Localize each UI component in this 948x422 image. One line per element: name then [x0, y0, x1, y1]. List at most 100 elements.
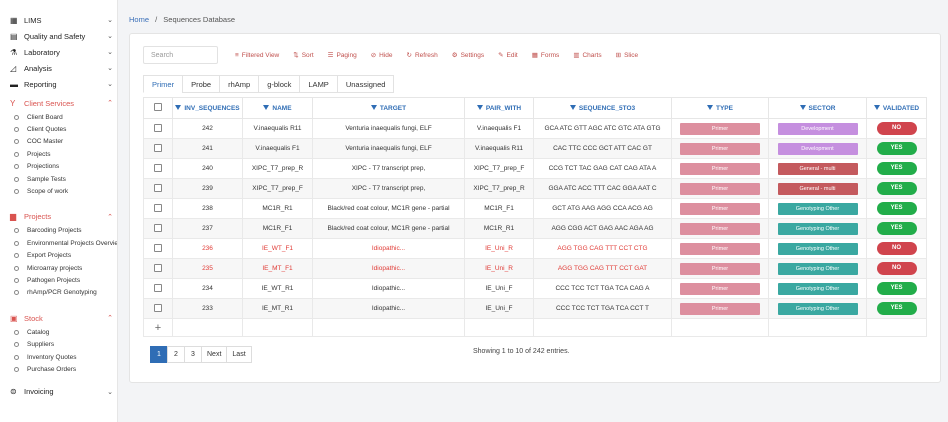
- sidebar-item-suppliers[interactable]: Suppliers: [0, 338, 117, 350]
- row-checkbox[interactable]: [154, 263, 162, 272]
- row-checkbox[interactable]: [154, 203, 162, 212]
- sidebar-item-microarray-projects[interactable]: Microarray projects: [0, 262, 117, 274]
- cell-sector: Development: [768, 118, 867, 139]
- row-select-cell: [143, 298, 173, 319]
- sidebar-group-laboratory[interactable]: ⚗ Laboratory ⌄: [0, 44, 117, 60]
- slice-button[interactable]: ⊞ Slice: [616, 51, 639, 60]
- next-page-button[interactable]: Next: [201, 346, 227, 363]
- sidebar-item-coc-master[interactable]: COC Master: [0, 136, 117, 148]
- add-row-icon[interactable]: +: [154, 321, 162, 334]
- sidebar-item-projections[interactable]: Projections: [0, 161, 117, 173]
- sidebar-group-lims[interactable]: ▦ LIMS ⌄: [0, 12, 117, 28]
- page-2-button[interactable]: 2: [167, 346, 184, 363]
- sidebar-item-catalog[interactable]: Catalog: [0, 326, 117, 338]
- tab-g-block[interactable]: g-block: [258, 75, 300, 93]
- filtered-view-button[interactable]: ≡ Filtered View: [235, 52, 279, 59]
- filter-icon[interactable]: [873, 105, 880, 111]
- sidebar-item-barcoding-projects[interactable]: Barcoding Projects: [0, 225, 117, 237]
- last-page-button[interactable]: Last: [226, 346, 252, 363]
- tab-lamp[interactable]: LAMP: [299, 75, 337, 93]
- tab-unassigned[interactable]: Unassigned: [336, 75, 395, 93]
- column-header-target[interactable]: TARGET: [312, 97, 465, 119]
- row-checkbox[interactable]: [154, 303, 162, 312]
- paging-button[interactable]: ☰ Paging: [327, 51, 357, 60]
- sort-label: Sort: [301, 51, 314, 59]
- sidebar-item-inventory-quotes[interactable]: Inventory Quotes: [0, 351, 117, 363]
- select-all-checkbox[interactable]: [154, 103, 162, 111]
- table-row[interactable]: 239 XIPC_T7_prep_F XIPC - T7 transcript pr…: [143, 178, 927, 199]
- column-header-type[interactable]: TYPE: [671, 97, 769, 119]
- charts-button[interactable]: ▥ Charts: [573, 51, 601, 60]
- tab-probe[interactable]: Probe: [182, 75, 220, 93]
- column-header-sequence-5to3[interactable]: SEQUENCE_5TO3: [533, 97, 672, 119]
- table-row[interactable]: 235 IE_MT_F1 Idiopathic... IE_Uni_R AGG TGG …: [143, 258, 927, 279]
- edit-button[interactable]: ✎ Edit: [498, 51, 518, 60]
- validated-badge: NO: [876, 262, 917, 275]
- filter-icon[interactable]: [799, 105, 806, 111]
- row-checkbox[interactable]: [154, 143, 162, 152]
- table-row[interactable]: 242 V.inaequalis R11 Venturia inaequalis f…: [143, 118, 927, 139]
- tab-rhamp[interactable]: rhAmp: [219, 75, 259, 93]
- row-checkbox[interactable]: [154, 183, 162, 192]
- filter-icon[interactable]: [476, 105, 483, 111]
- refresh-button[interactable]: ↻ Refresh: [407, 51, 438, 60]
- sort-button[interactable]: ⇅ Sort: [293, 51, 314, 60]
- sidebar-item-purchase-orders[interactable]: Purchase Orders: [0, 363, 117, 375]
- sidebar-group-projects[interactable]: ▆ Projects ⌃: [0, 209, 117, 225]
- sidebar-item-sample-tests[interactable]: Sample Tests: [0, 173, 117, 185]
- table-row[interactable]: 233 IE_MT_R1 Idiopathic... IE_Uni_F CCC TCC …: [143, 298, 927, 319]
- filter-icon[interactable]: [175, 105, 182, 111]
- filter-icon[interactable]: [707, 105, 713, 111]
- tab-primer[interactable]: Primer: [143, 75, 183, 93]
- sidebar-item-environmental-projects-overview[interactable]: Environmental Projects Overview: [0, 237, 117, 249]
- sidebar-group-client-services[interactable]: Y Client Services ⌃: [0, 95, 117, 111]
- forms-button[interactable]: ▦ Forms: [532, 51, 560, 60]
- sidebar-item-projects[interactable]: Projects: [0, 148, 117, 160]
- sidebar-item-export-projects[interactable]: Export Projects: [0, 250, 117, 262]
- filter-icon[interactable]: [370, 105, 377, 111]
- column-header-sector[interactable]: SECTOR: [768, 97, 867, 119]
- search-input[interactable]: Search: [143, 46, 218, 64]
- sidebar-item-rhamp-pcr-genotyping[interactable]: rhAmp/PCR Genotyping: [0, 287, 117, 299]
- table-row[interactable]: 241 V.inaequalis F1 Venturia inaequalis fu…: [143, 138, 927, 159]
- page-3-button[interactable]: 3: [184, 346, 201, 363]
- sidebar-item-client-board[interactable]: Client Board: [0, 111, 117, 123]
- page-1-button[interactable]: 1: [150, 346, 167, 363]
- cell-validated: NO: [866, 118, 927, 139]
- filter-icon[interactable]: [263, 105, 270, 111]
- filter-icon[interactable]: [569, 105, 576, 111]
- column-header-pair-with[interactable]: PAIR_WITH: [464, 97, 534, 119]
- row-checkbox[interactable]: [154, 123, 162, 132]
- column-header-inv-sequences[interactable]: INV_SEQUENCES: [172, 97, 243, 119]
- sidebar-group-invoicing[interactable]: ⊜ Invoicing ⌄: [0, 384, 117, 400]
- row-checkbox[interactable]: [154, 223, 162, 232]
- sidebar-group-stock[interactable]: ▣ Stock ⌃: [0, 310, 117, 326]
- column-header-validated[interactable]: VALIDATED: [866, 97, 927, 119]
- row-checkbox[interactable]: [154, 243, 162, 252]
- sidebar-group-reporting[interactable]: ▬ Reporting ⌄: [0, 76, 117, 92]
- sidebar-item-scope-of-work[interactable]: Scope of work: [0, 185, 117, 197]
- table-row[interactable]: 236 IE_WT_F1 Idiopathic... IE_Uni_R AGG TGG …: [143, 238, 927, 259]
- breadcrumb-home-link[interactable]: Home: [129, 15, 150, 24]
- sector-badge: Genotyping Other: [777, 202, 858, 215]
- settings-label: Settings: [460, 51, 485, 59]
- row-checkbox[interactable]: [154, 163, 162, 172]
- sidebar-group-analysis[interactable]: ◿ Analysis ⌄: [0, 60, 117, 76]
- sidebar-item-client-quotes[interactable]: Client Quotes: [0, 123, 117, 135]
- table-row[interactable]: 240 XIPC_T7_prep_R XIPC - T7 transcript pr…: [143, 158, 927, 179]
- table-row[interactable]: 237 MC1R_F1 Black/red coat colour, MC1R ge…: [143, 218, 927, 239]
- settings-button[interactable]: ⚙ Settings: [452, 51, 485, 60]
- toolbar: Search ≡ Filtered View ⇅ Sort ☰ Paging ⊘ Hide ↻ R…: [143, 46, 645, 64]
- sidebar-group-quality-and-safety[interactable]: ▤ Quality and Safety ⌄: [0, 28, 117, 44]
- row-checkbox[interactable]: [154, 283, 162, 292]
- sidebar-folder-icon: ▆: [10, 212, 17, 222]
- table-row[interactable]: 238 MC1R_R1 Black/red coat colour, MC1R ge…: [143, 198, 927, 219]
- cell-name: IE_WT_R1: [242, 278, 313, 299]
- validated-badge: YES: [876, 302, 917, 315]
- paging-icon: ☰: [327, 52, 334, 59]
- table-row[interactable]: 234 IE_WT_R1 Idiopathic... IE_Uni_F CCC TCC …: [143, 278, 927, 299]
- hide-button[interactable]: ⊘ Hide: [371, 51, 393, 60]
- column-header-name[interactable]: NAME: [242, 97, 313, 119]
- row-select-cell: [143, 138, 173, 159]
- sidebar-item-pathogen-projects[interactable]: Pathogen Projects: [0, 274, 117, 286]
